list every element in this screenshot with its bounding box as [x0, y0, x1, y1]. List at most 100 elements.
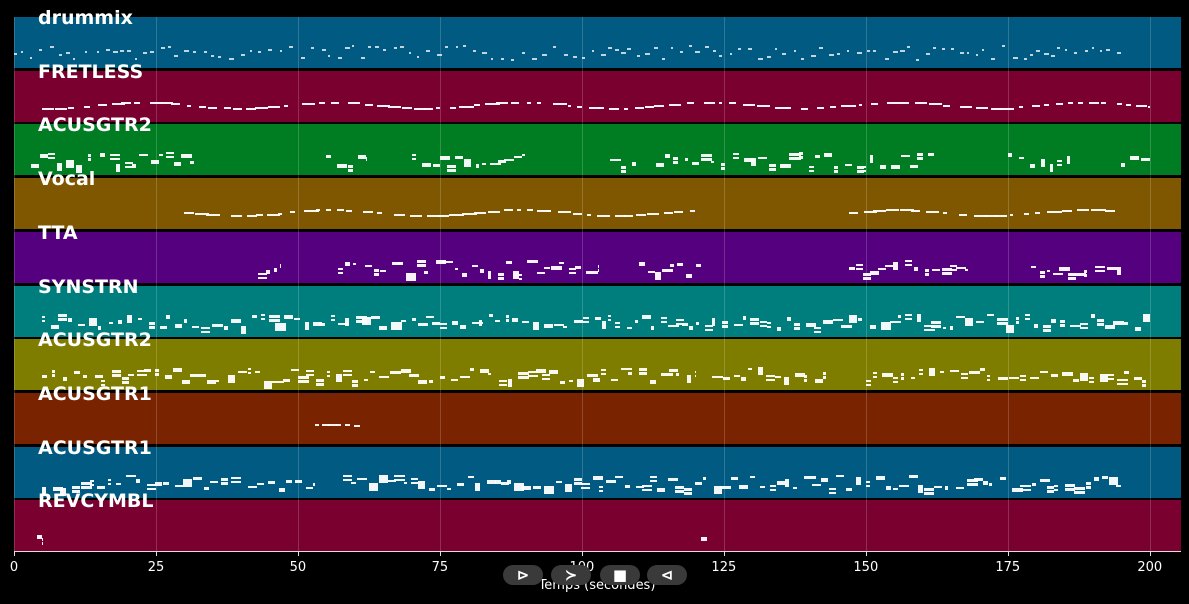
note-mark — [573, 477, 582, 481]
note-mark — [586, 271, 598, 275]
note-mark — [865, 383, 872, 386]
note-mark — [162, 482, 169, 486]
note-mark — [208, 106, 218, 109]
note-mark — [499, 379, 507, 382]
note-mark — [510, 58, 515, 61]
note-mark — [508, 379, 512, 384]
note-mark — [607, 47, 612, 50]
note-mark — [174, 485, 184, 488]
note-mark — [223, 325, 228, 330]
note-mark — [647, 271, 656, 274]
note-mark — [866, 50, 871, 53]
note-mark — [455, 155, 464, 159]
note-mark — [418, 380, 427, 385]
note-mark — [1029, 377, 1040, 380]
note-mark — [368, 486, 379, 491]
note-mark — [806, 322, 817, 327]
note-mark — [59, 488, 66, 493]
note-mark — [879, 164, 886, 169]
note-mark — [694, 375, 696, 378]
note-mark — [174, 54, 178, 57]
note-mark — [480, 369, 489, 374]
note-mark — [59, 492, 66, 497]
note-mark — [817, 107, 825, 110]
note-mark — [527, 101, 532, 104]
note-mark — [472, 50, 477, 53]
x-tick-label: 75 — [431, 560, 449, 575]
note-mark — [410, 481, 419, 484]
note-mark — [943, 104, 950, 107]
note-mark — [472, 264, 479, 267]
note-mark — [783, 377, 790, 382]
note-mark — [403, 481, 408, 484]
note-mark — [733, 374, 740, 377]
note-mark — [532, 321, 540, 326]
grid-line — [439, 17, 441, 551]
note-mark — [767, 322, 772, 325]
note-mark — [713, 490, 722, 495]
note-mark — [182, 380, 190, 385]
note-mark — [1040, 370, 1048, 373]
note-mark — [689, 325, 693, 330]
note-mark — [588, 106, 605, 109]
note-mark — [368, 482, 379, 487]
note-mark — [1041, 159, 1046, 164]
note-mark — [873, 209, 887, 212]
note-mark — [263, 384, 273, 389]
note-mark — [975, 53, 978, 56]
note-mark — [1077, 101, 1083, 104]
note-mark — [155, 369, 159, 373]
note-mark — [1031, 105, 1041, 108]
note-mark — [866, 480, 871, 483]
note-mark — [330, 314, 336, 317]
play-button[interactable]: ⊳ — [503, 565, 543, 585]
note-mark — [503, 209, 513, 212]
note-mark — [446, 487, 451, 490]
note-mark — [893, 51, 898, 54]
forward-button[interactable]: ≻ — [551, 565, 591, 585]
track-band — [14, 500, 1181, 552]
note-mark — [986, 374, 991, 377]
note-mark — [449, 106, 456, 109]
note-mark — [609, 107, 620, 110]
note-mark — [941, 268, 952, 272]
note-mark — [704, 325, 714, 328]
note-mark — [186, 104, 191, 107]
note-mark — [249, 49, 252, 52]
note-mark — [460, 376, 470, 379]
note-mark — [370, 370, 376, 373]
note-mark — [661, 373, 673, 377]
note-mark — [1068, 273, 1077, 277]
note-mark — [527, 209, 533, 212]
note-mark — [536, 209, 552, 212]
note-mark — [248, 485, 257, 488]
note-mark — [848, 212, 858, 215]
note-mark — [68, 317, 72, 322]
note-mark — [780, 163, 791, 168]
x-axis-line — [14, 551, 1181, 552]
note-mark — [143, 369, 151, 373]
note-mark — [815, 154, 821, 158]
note-mark — [400, 46, 405, 49]
note-mark — [1047, 489, 1055, 493]
note-mark — [1030, 266, 1037, 269]
note-mark — [581, 487, 590, 490]
note-mark — [443, 260, 453, 263]
stop-button[interactable]: ■ — [600, 565, 640, 585]
note-mark — [100, 379, 105, 382]
note-mark — [669, 369, 678, 373]
note-mark — [649, 475, 657, 478]
back-button[interactable]: ⊲ — [647, 565, 687, 585]
note-mark — [959, 213, 967, 216]
note-mark — [514, 486, 524, 491]
note-mark — [448, 214, 465, 217]
note-mark — [409, 373, 420, 377]
note-mark — [960, 51, 965, 54]
note-mark — [71, 489, 81, 493]
note-mark — [353, 262, 357, 265]
note-mark — [1059, 319, 1066, 323]
note-mark — [560, 380, 565, 384]
note-mark — [926, 52, 931, 55]
note-mark — [901, 155, 911, 158]
note-mark — [600, 54, 606, 57]
